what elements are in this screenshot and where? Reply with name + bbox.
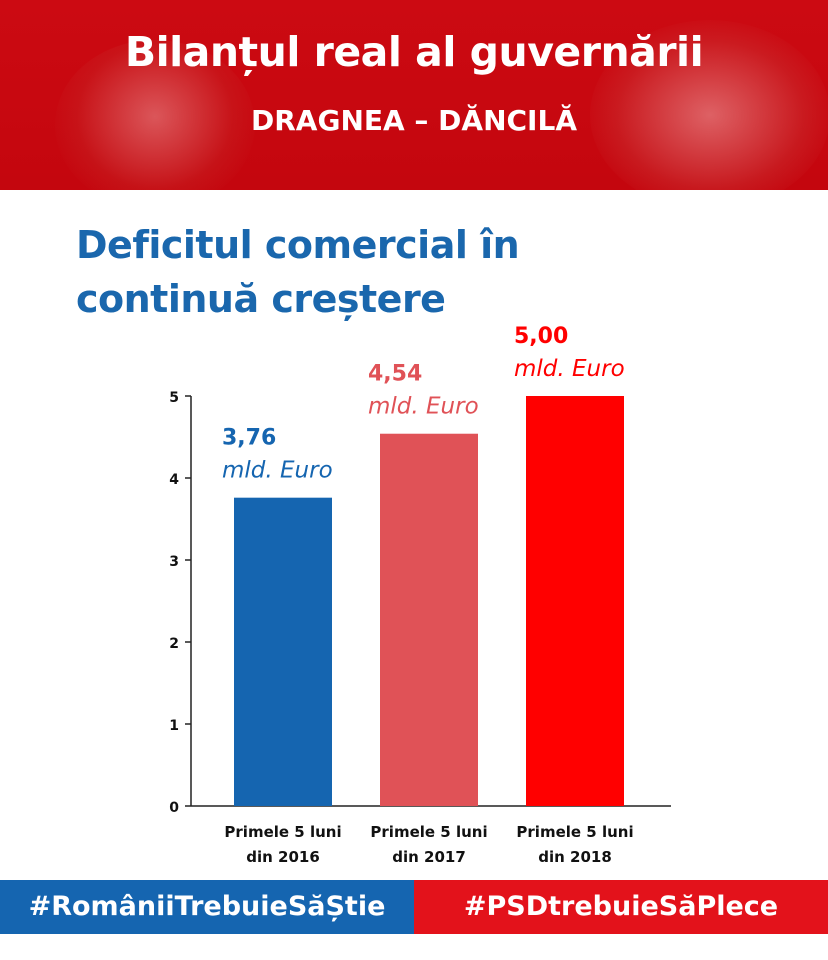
portrait-right-image	[590, 20, 828, 190]
header-title: Bilanțul real al guvernării	[124, 28, 704, 76]
x-tick-label: din 2017	[392, 848, 466, 866]
bar-chart: 0 1 2 3 4 5 Primele 5 luni din 2016 3,76 mld. Eur…	[169, 324, 671, 866]
bar	[234, 497, 332, 806]
x-tick-label: Primele 5 luni	[370, 823, 487, 841]
data-label-value: 5,00	[514, 324, 568, 349]
data-label-value: 4,54	[368, 362, 422, 387]
y-tick-label: 5	[169, 390, 179, 406]
header-banner: Bilanțul real al guvernării DRAGNEA – DĂ…	[0, 0, 828, 190]
y-tick-label: 3	[169, 554, 179, 570]
data-label-unit: mld. Euro	[514, 356, 625, 382]
x-tick-label: Primele 5 luni	[516, 823, 633, 841]
data-label-unit: mld. Euro	[222, 458, 333, 484]
bar	[380, 433, 478, 806]
headline-line-1: Deficitul comercial în	[76, 223, 520, 267]
y-tick-label: 0	[169, 800, 179, 816]
headline-line-2: continuă creștere	[76, 277, 446, 321]
data-label-unit: mld. Euro	[368, 394, 479, 420]
x-tick-label: din 2018	[538, 848, 612, 866]
y-tick-label: 4	[169, 472, 179, 488]
data-label-value: 3,76	[222, 426, 276, 451]
x-tick-label: din 2016	[246, 848, 320, 866]
headline: Deficitul comercial în continuă creștere	[76, 218, 636, 326]
x-tick-label: Primele 5 luni	[224, 823, 341, 841]
bar	[526, 396, 624, 806]
header-subtitle: DRAGNEA – DĂNCILĂ	[250, 104, 577, 137]
y-tick-label: 2	[169, 636, 179, 652]
hashtag-left: #RomâniiTrebuieSăȘtie	[0, 880, 414, 934]
y-tick-label: 1	[169, 718, 179, 734]
portrait-left-image	[55, 40, 255, 190]
hashtag-right: #PSDtrebuieSăPlece	[414, 880, 828, 934]
